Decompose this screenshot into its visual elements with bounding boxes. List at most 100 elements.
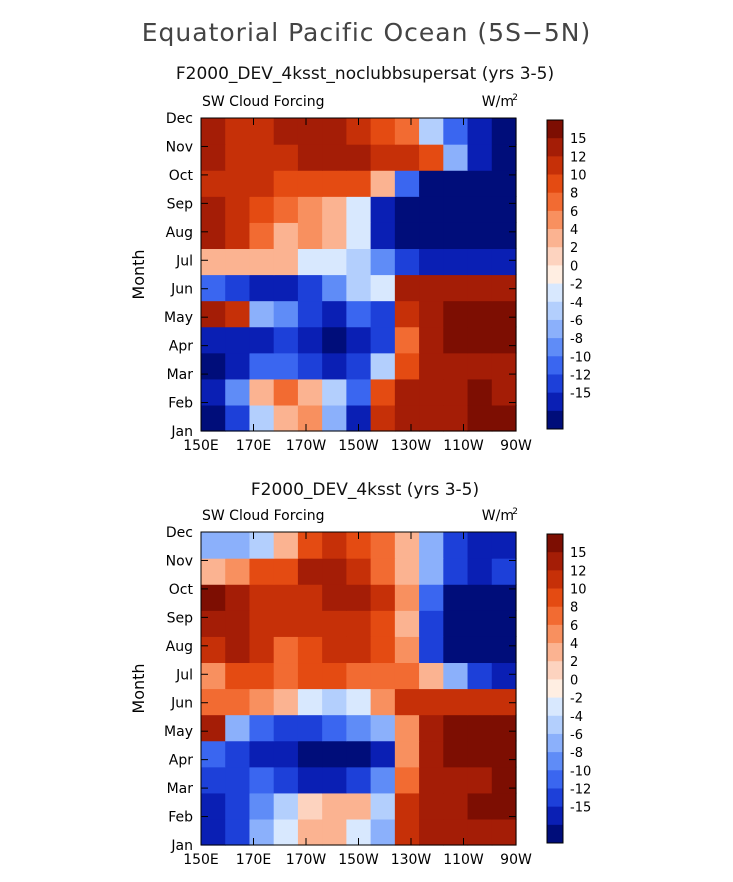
panel-2-colorbar-band-0 — [547, 534, 563, 553]
panel-1-title: F2000_DEV_4ksst_noclubbsupersat (yrs 3-5… — [175, 64, 555, 84]
panel-1-cell-feb-8 — [394, 378, 420, 406]
panel-2-xtick-label-90w: 90W — [500, 852, 532, 868]
panel-2-cell-jul-11 — [467, 662, 493, 690]
panel-2-cell-sep-11 — [467, 610, 493, 637]
panel-1-cell-mar-10 — [443, 352, 469, 380]
panel-2-cell-oct-7 — [370, 584, 396, 611]
panel-2-cell-mar-2 — [249, 766, 275, 794]
panel-1-ytick-label-dec: Dec — [166, 111, 193, 127]
panel-1-colorbar-band-14 — [547, 374, 563, 394]
panel-1-cell-aug-9 — [419, 222, 444, 250]
panel-1-colorbar-label-6: 2 — [570, 241, 578, 256]
panel-2-cell-feb-12 — [491, 792, 517, 820]
panel-2-cell-feb-8 — [394, 792, 420, 820]
panel-2-cell-aug-12 — [491, 636, 517, 664]
panel-1-cell-oct-5 — [322, 170, 347, 197]
panel-2-colorbar-label-10: -6 — [570, 728, 583, 743]
panel-2-cell-oct-2 — [249, 584, 275, 611]
panel-1-cell-aug-7 — [370, 222, 396, 250]
panel-1-cell-aug-0 — [201, 222, 226, 250]
panel-1-colorbar-band-2 — [547, 156, 563, 175]
panel-2-cell-dec-0 — [201, 532, 226, 559]
panel-2-cell-mar-8 — [394, 766, 420, 794]
panel-2-cell-feb-3 — [273, 792, 299, 820]
panel-1-cell-feb-7 — [370, 378, 396, 406]
panel-1-colorbar-band-11 — [547, 319, 563, 339]
panel-2-subtitle: SW Cloud Forcing — [202, 508, 325, 524]
panel-1-cell-jul-7 — [370, 248, 396, 276]
panel-1-cell-may-3 — [273, 300, 299, 328]
panel-2-cell-nov-9 — [419, 558, 444, 585]
panel-1-cell-sep-1 — [225, 196, 251, 223]
panel-1-cell-jan-1 — [225, 404, 251, 432]
panel-1-cell-nov-8 — [394, 144, 420, 171]
panel-2-cell-jun-9 — [419, 688, 444, 716]
panel-2-cell-may-6 — [346, 714, 372, 742]
panel-1-colorbar-band-8 — [547, 265, 563, 284]
panel-1-ytick-label-apr: Apr — [169, 339, 193, 355]
panel-1-cell-jul-3 — [273, 248, 299, 276]
panel-1-cell-may-1 — [225, 300, 251, 328]
panel-1-cell-jul-11 — [467, 248, 493, 276]
panel-2-cell-aug-11 — [467, 636, 493, 664]
panel-2-cell-jun-4 — [297, 688, 323, 716]
panel-2-ytick-label-jun: Jun — [170, 696, 193, 712]
panel-1-cell-apr-12 — [491, 326, 517, 354]
panel-1-colorbar-band-9 — [547, 283, 563, 303]
panel-1-cell-jun-2 — [249, 274, 275, 302]
panel-1-cell-sep-2 — [249, 196, 275, 223]
panel-2-ytick-label-nov: Nov — [166, 553, 193, 569]
panel-1-cell-oct-3 — [273, 170, 299, 197]
panel-1-cell-dec-5 — [322, 118, 347, 145]
panel-2-cell-sep-2 — [249, 610, 275, 637]
panel-1-colorbar-label-8: -2 — [570, 278, 583, 293]
panel-2-cell-feb-1 — [225, 792, 251, 820]
panel-1-cell-mar-1 — [225, 352, 251, 380]
panel-2-cell-jul-12 — [491, 662, 517, 690]
panel-2-cell-may-11 — [467, 714, 493, 742]
panel-1-ytick-label-may: May — [164, 310, 193, 326]
panel-2-ytick-label-jan: Jan — [170, 838, 193, 854]
panel-2-cell-jan-3 — [273, 818, 299, 846]
panel-1-cell-aug-1 — [225, 222, 251, 250]
panel-1-ytick-label-jun: Jun — [170, 282, 193, 298]
panel-2-cell-nov-12 — [491, 558, 517, 585]
panel-1-cell-feb-3 — [273, 378, 299, 406]
panel-1-colorbar-label-1: 12 — [570, 150, 587, 165]
panel-1-cell-may-8 — [394, 300, 420, 328]
panel-1-cell-apr-11 — [467, 326, 493, 354]
panel-1-heatmap: SW Cloud Forcing W/m2JanFebMarAprMayJunJu… — [129, 93, 591, 454]
panel-2-cell-feb-0 — [201, 792, 226, 820]
panel-2-ytick-label-apr: Apr — [169, 753, 193, 769]
panel-1-cell-jan-8 — [394, 404, 420, 432]
panel-1-cell-jul-9 — [419, 248, 444, 276]
panel-2-cell-apr-0 — [201, 740, 226, 768]
panel-1-subtitle: SW Cloud Forcing — [202, 94, 325, 110]
panel-1-colorbar-label-10: -6 — [570, 314, 583, 329]
panel-2-cell-oct-10 — [443, 584, 469, 611]
panel-2-cell-jul-2 — [249, 662, 275, 690]
panel-1-ylabel: Month — [129, 249, 148, 299]
panel-2-ytick-label-may: May — [164, 724, 193, 740]
panel-1-cell-dec-12 — [491, 118, 517, 145]
panel-1-cell-may-4 — [297, 300, 323, 328]
panel-2-colorbar-label-9: -4 — [570, 710, 583, 725]
panel-1-cell-feb-12 — [491, 378, 517, 406]
panel-2-cell-jul-6 — [346, 662, 372, 690]
panel-1-cell-jul-12 — [491, 248, 517, 276]
panel-1-cell-aug-5 — [322, 222, 347, 250]
panel-1-cell-nov-4 — [297, 144, 323, 171]
panel-2-cell-aug-7 — [370, 636, 396, 664]
panel-2-cell-may-10 — [443, 714, 469, 742]
panel-2-colorbar-label-5: 4 — [570, 637, 578, 652]
panel-2-cell-jan-9 — [419, 818, 444, 846]
panel-1-cell-nov-11 — [467, 144, 493, 171]
panel-2-cell-sep-0 — [201, 610, 226, 637]
panel-2-cell-jan-1 — [225, 818, 251, 846]
panel-2-cell-feb-11 — [467, 792, 493, 820]
panel-2-cell-oct-12 — [491, 584, 517, 611]
panel-2-cell-jul-10 — [443, 662, 469, 690]
panel-2-ytick-label-mar: Mar — [167, 781, 194, 797]
panel-2-colorbar-label-1: 12 — [570, 564, 587, 579]
panel-1-cell-dec-4 — [297, 118, 323, 145]
